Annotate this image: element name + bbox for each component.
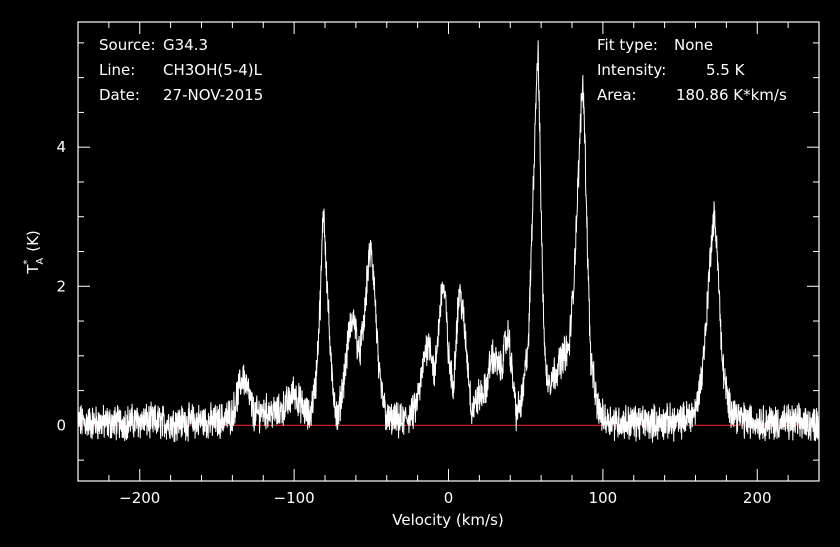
y-axis-label-sub: A bbox=[35, 258, 46, 265]
svg-text:T*A(K): T* A (K) bbox=[22, 230, 46, 275]
x-tick-label: 200 bbox=[743, 489, 772, 507]
y-tick-label: 4 bbox=[56, 138, 66, 156]
line-label: Line: bbox=[99, 61, 135, 79]
y-tick-label: 0 bbox=[56, 416, 66, 434]
fit-type-label: Fit type: bbox=[597, 36, 658, 54]
source-value: G34.3 bbox=[163, 36, 208, 54]
date-value: 27-NOV-2015 bbox=[163, 86, 263, 104]
header-left: Source: G34.3 Line: CH3OH(5-4)L Date: 27… bbox=[99, 36, 263, 104]
y-axis-ticks: 0 2 4 bbox=[56, 42, 819, 461]
date-label: Date: bbox=[99, 86, 140, 104]
source-label: Source: bbox=[99, 36, 156, 54]
fit-type-value: None bbox=[674, 36, 713, 54]
x-tick-label: −100 bbox=[274, 489, 315, 507]
area-label: Area: bbox=[597, 86, 637, 104]
y-axis-label-main: T bbox=[24, 264, 42, 275]
x-axis-ticks: −200 −100 0 100 200 bbox=[77, 22, 820, 507]
y-axis-label-unit: (K) bbox=[24, 230, 42, 252]
y-axis-label-sup: * bbox=[22, 260, 33, 265]
x-tick-label: 100 bbox=[589, 489, 618, 507]
x-tick-label: 0 bbox=[444, 489, 454, 507]
intensity-value: 5.5 K bbox=[706, 61, 746, 79]
intensity-label: Intensity: bbox=[597, 61, 666, 79]
y-axis-label: T* A (K) bbox=[22, 230, 46, 275]
y-tick-label: 2 bbox=[56, 277, 66, 295]
line-value: CH3OH(5-4)L bbox=[163, 61, 263, 79]
x-tick-label: −200 bbox=[119, 489, 160, 507]
spectrum-line bbox=[77, 40, 820, 443]
x-axis-label: Velocity (km/s) bbox=[392, 511, 503, 529]
area-value: 180.86 K*km/s bbox=[676, 86, 787, 104]
header-right: Fit type: None Intensity: 5.5 K Area: 18… bbox=[597, 36, 787, 104]
